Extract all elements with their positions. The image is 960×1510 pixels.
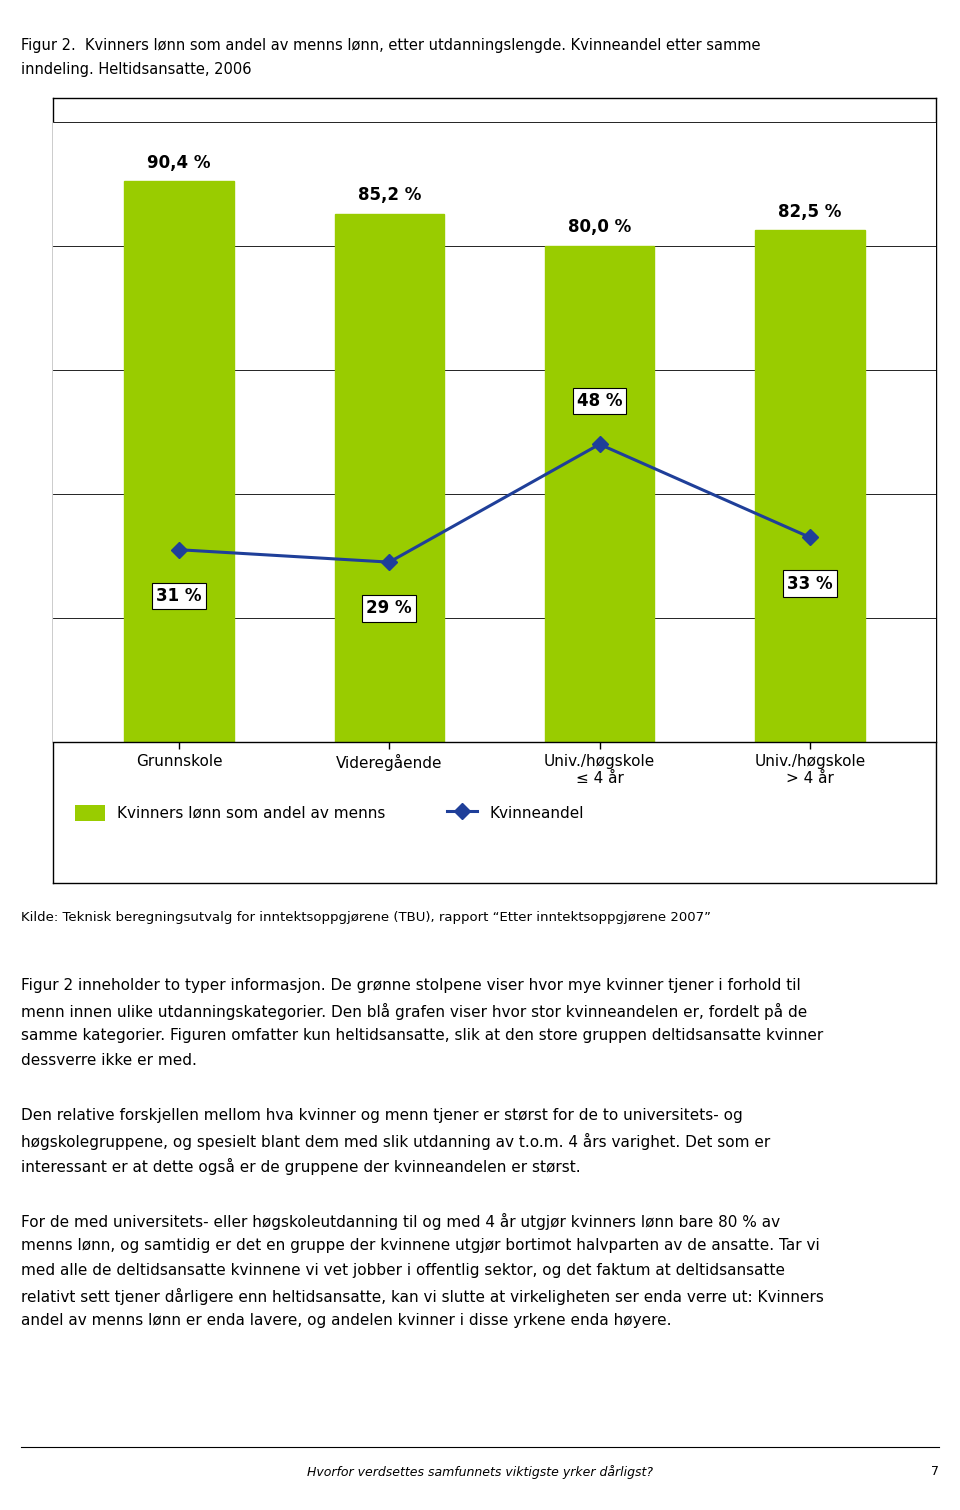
Text: 85,2 %: 85,2 % xyxy=(357,186,420,204)
Text: dessverre ikke er med.: dessverre ikke er med. xyxy=(21,1054,197,1068)
Text: andel av menns lønn er enda lavere, og andelen kvinner i disse yrkene enda høyer: andel av menns lønn er enda lavere, og a… xyxy=(21,1314,672,1327)
Text: høgskolegruppene, og spesielt blant dem med slik utdanning av t.o.m. 4 års varig: høgskolegruppene, og spesielt blant dem … xyxy=(21,1134,770,1151)
Text: menns lønn, og samtidig er det en gruppe der kvinnene utgjør bortimot halvparten: menns lønn, og samtidig er det en gruppe… xyxy=(21,1238,820,1253)
Text: Figur 2 inneholder to typer informasjon. De grønne stolpene viser hvor mye kvinn: Figur 2 inneholder to typer informasjon.… xyxy=(21,978,801,994)
Text: 80,0 %: 80,0 % xyxy=(568,219,631,237)
Text: samme kategorier. Figuren omfatter kun heltidsansatte, slik at den store gruppen: samme kategorier. Figuren omfatter kun h… xyxy=(21,1028,824,1043)
Bar xyxy=(545,246,654,741)
Text: 48 %: 48 % xyxy=(577,393,622,411)
Legend: Kvinners lønn som andel av menns, Kvinneandel: Kvinners lønn som andel av menns, Kvinne… xyxy=(70,800,588,826)
Text: med alle de deltidsansatte kvinnene vi vet jobber i offentlig sektor, og det fak: med alle de deltidsansatte kvinnene vi v… xyxy=(21,1264,785,1277)
Text: Den relative forskjellen mellom hva kvinner og menn tjener er størst for de to u: Den relative forskjellen mellom hva kvin… xyxy=(21,1108,743,1123)
Text: Kilde: Teknisk beregningsutvalg for inntektsoppgjørene (TBU), rapport “Etter inn: Kilde: Teknisk beregningsutvalg for innt… xyxy=(21,911,711,924)
Text: Hvorfor verdsettes samfunnets viktigste yrker dårligst?: Hvorfor verdsettes samfunnets viktigste … xyxy=(307,1465,653,1478)
Text: interessant er at dette også er de gruppene der kvinneandelen er størst.: interessant er at dette også er de grupp… xyxy=(21,1158,581,1175)
Text: 31 %: 31 % xyxy=(156,587,202,606)
Text: 33 %: 33 % xyxy=(787,574,832,592)
Bar xyxy=(335,213,444,741)
Text: inndeling. Heltidsansatte, 2006: inndeling. Heltidsansatte, 2006 xyxy=(21,62,252,77)
Text: 7: 7 xyxy=(931,1465,939,1478)
Text: For de med universitets- eller høgskoleutdanning til og med 4 år utgjør kvinners: For de med universitets- eller høgskoleu… xyxy=(21,1214,780,1231)
Text: relativt sett tjener dårligere enn heltidsansatte, kan vi slutte at virkelighete: relativt sett tjener dårligere enn helti… xyxy=(21,1288,824,1305)
Text: 82,5 %: 82,5 % xyxy=(779,202,842,220)
Text: 90,4 %: 90,4 % xyxy=(147,154,211,172)
Text: menn innen ulike utdanningskategorier. Den blå grafen viser hvor stor kvinneande: menn innen ulike utdanningskategorier. D… xyxy=(21,1004,807,1021)
Bar xyxy=(124,181,233,741)
Text: Figur 2.  Kvinners lønn som andel av menns lønn, etter utdanningslengde. Kvinnea: Figur 2. Kvinners lønn som andel av menn… xyxy=(21,38,760,53)
Text: 29 %: 29 % xyxy=(367,599,412,618)
Bar xyxy=(756,230,865,741)
